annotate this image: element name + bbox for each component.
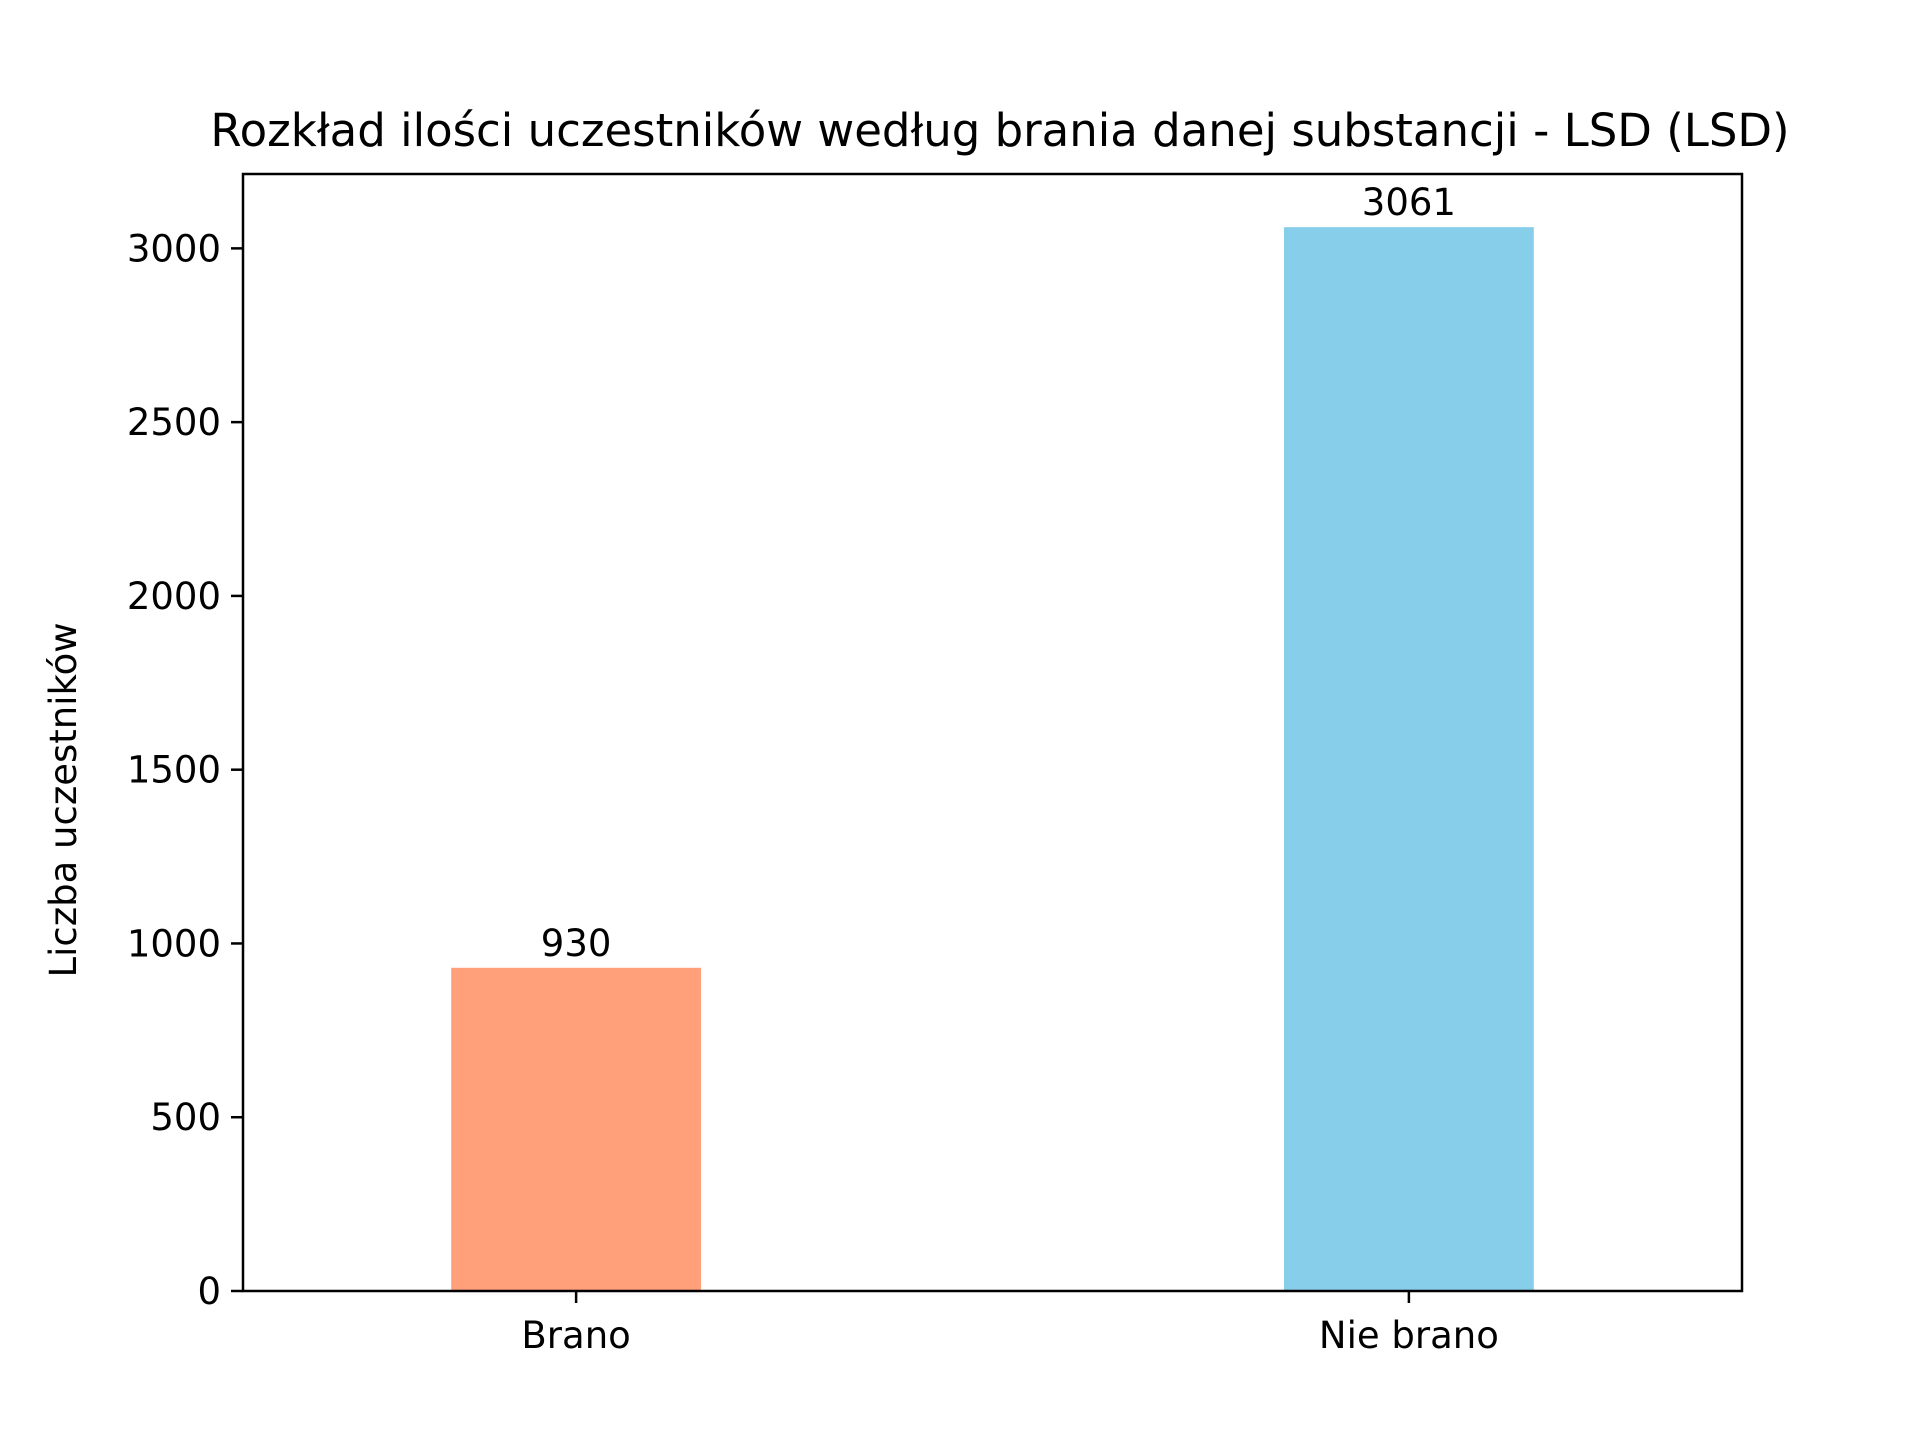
y-tick-label-5: 2500: [127, 401, 221, 444]
x-tick-label-1: Nie brano: [1319, 1314, 1499, 1357]
bar-value-label-0: 930: [541, 922, 612, 965]
y-tick-label-4: 2000: [127, 575, 221, 618]
bar-1: [1283, 227, 1534, 1291]
y-tick-label-6: 3000: [127, 227, 221, 270]
plot-frame: [241, 172, 1744, 1293]
y-axis-ticks: 0 500 1000 1500 2000 2500 3000: [127, 227, 243, 1313]
y-tick-label-1: 500: [150, 1096, 221, 1139]
y-tick-label-2: 1000: [127, 922, 221, 965]
y-tick-label-0: 0: [197, 1270, 221, 1313]
bar-value-label-1: 3061: [1362, 181, 1456, 224]
bar-0: [451, 967, 702, 1291]
x-tick-label-0: Brano: [521, 1314, 630, 1357]
y-tick-label-3: 1500: [127, 749, 221, 792]
x-axis-ticks: Brano Nie brano: [521, 1291, 1499, 1357]
bars-layer: 930 3061: [451, 181, 1534, 1291]
chart-title: Rozkład ilości uczestników według brania…: [210, 104, 1789, 157]
y-axis-label: Liczba uczestników: [42, 622, 85, 977]
